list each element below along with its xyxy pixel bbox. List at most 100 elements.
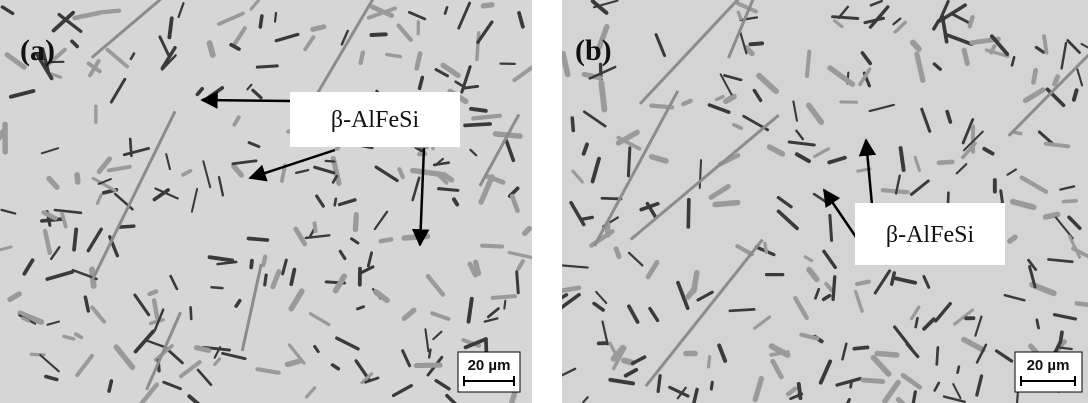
phase-particle xyxy=(765,243,766,252)
phase-particle xyxy=(683,101,690,104)
phase-particle xyxy=(830,215,832,240)
phase-particle xyxy=(260,16,262,27)
phase-particle xyxy=(74,229,76,249)
phase-particle xyxy=(970,17,973,26)
phase-particle xyxy=(877,353,897,355)
phase-particle xyxy=(210,43,213,55)
phase-particle xyxy=(892,273,895,284)
scale-bar-label: 20 µm xyxy=(468,357,511,374)
phase-particle xyxy=(381,239,392,241)
phase-particle xyxy=(958,367,959,373)
phase-particle xyxy=(504,301,505,309)
phase-particle xyxy=(628,148,629,176)
phase-particle xyxy=(191,307,192,319)
phase-particle xyxy=(31,354,44,355)
phase-particle xyxy=(251,261,252,268)
phase-particle xyxy=(471,109,486,111)
phase-particle xyxy=(1033,70,1035,82)
phase-particle xyxy=(964,50,967,63)
phase-particle xyxy=(130,139,131,156)
phase-particle xyxy=(525,229,530,234)
phase-particle xyxy=(387,55,400,57)
phase-particle xyxy=(315,223,316,231)
phase-particle xyxy=(616,249,619,257)
phase-particle xyxy=(1064,201,1076,202)
phase-particle xyxy=(601,83,604,110)
phase-particle xyxy=(807,52,809,76)
phase-particle xyxy=(454,199,457,204)
phase-particle xyxy=(358,307,364,309)
phase-particle xyxy=(476,262,479,273)
phase-particle xyxy=(715,203,738,205)
phase-particle xyxy=(404,236,427,238)
phase-particle xyxy=(154,300,157,318)
phase-particle xyxy=(700,160,701,188)
phase-particle xyxy=(361,53,363,63)
phase-particle xyxy=(1037,320,1039,328)
phase-particle xyxy=(854,347,867,348)
phase-particle xyxy=(355,215,356,230)
phase-particle xyxy=(711,382,712,389)
phase-particle xyxy=(738,12,741,19)
phase-particle xyxy=(473,116,500,119)
phase-particle xyxy=(150,291,157,294)
phase-particle xyxy=(109,381,111,391)
phase-particle xyxy=(465,124,490,126)
phase-particle xyxy=(851,381,852,387)
phase-particle xyxy=(572,118,573,130)
phase-particle xyxy=(169,18,171,37)
phase-particle xyxy=(335,199,336,205)
phase-particle xyxy=(730,309,754,310)
phase-particle xyxy=(477,33,479,60)
phase-particle xyxy=(417,54,420,69)
phase-particle xyxy=(77,175,78,182)
phase-particle xyxy=(582,217,592,219)
phase-particle xyxy=(1046,144,1068,147)
phase-particle xyxy=(937,347,938,364)
phase-particle xyxy=(833,17,858,19)
phase-particle xyxy=(939,162,953,163)
figure: (a) β-AlFeSi 20 µm (b) β-AlFeSi 20 µm xyxy=(0,0,1088,403)
phase-particle xyxy=(64,336,74,339)
phase-particle xyxy=(439,189,458,191)
phase-particle xyxy=(263,257,265,265)
panel-label: (b) xyxy=(575,34,612,67)
phase-particle xyxy=(1010,237,1015,241)
phase-particle xyxy=(372,34,386,35)
phase-particle xyxy=(196,348,208,351)
phase-particle xyxy=(249,238,268,240)
phase-particle xyxy=(1044,36,1047,52)
phase-particle xyxy=(287,361,299,364)
annotation: β-AlFeSi xyxy=(886,222,975,248)
phase-particle xyxy=(750,43,762,44)
phase-particle xyxy=(76,334,81,337)
phase-particle xyxy=(313,27,324,30)
phase-particle xyxy=(429,350,430,358)
phase-particle xyxy=(463,86,477,88)
phase-particle xyxy=(517,272,519,293)
phase-particle xyxy=(688,200,689,227)
micrograph-a xyxy=(0,0,532,403)
phase-particle xyxy=(833,277,835,300)
phase-particle xyxy=(863,380,883,382)
scale-bar-label: 20 µm xyxy=(1027,357,1070,374)
phase-particle xyxy=(119,226,134,227)
phase-particle xyxy=(857,282,869,284)
phase-particle xyxy=(413,171,441,175)
phase-particle xyxy=(1055,77,1058,84)
phase-particle xyxy=(482,246,502,247)
phase-particle xyxy=(445,7,447,13)
phase-particle xyxy=(708,357,709,367)
phase-particle xyxy=(916,318,918,327)
phase-particle xyxy=(658,376,660,392)
phase-particle xyxy=(1060,348,1072,349)
phase-particle xyxy=(493,296,515,298)
phase-particle xyxy=(257,66,277,67)
phase-particle xyxy=(1074,90,1077,99)
phase-particle xyxy=(559,288,579,291)
phase-particle xyxy=(326,161,334,162)
phase-particle xyxy=(1015,132,1021,133)
phase-particle xyxy=(212,287,223,288)
panel-label: (a) xyxy=(20,34,55,67)
phase-particle xyxy=(483,5,492,6)
